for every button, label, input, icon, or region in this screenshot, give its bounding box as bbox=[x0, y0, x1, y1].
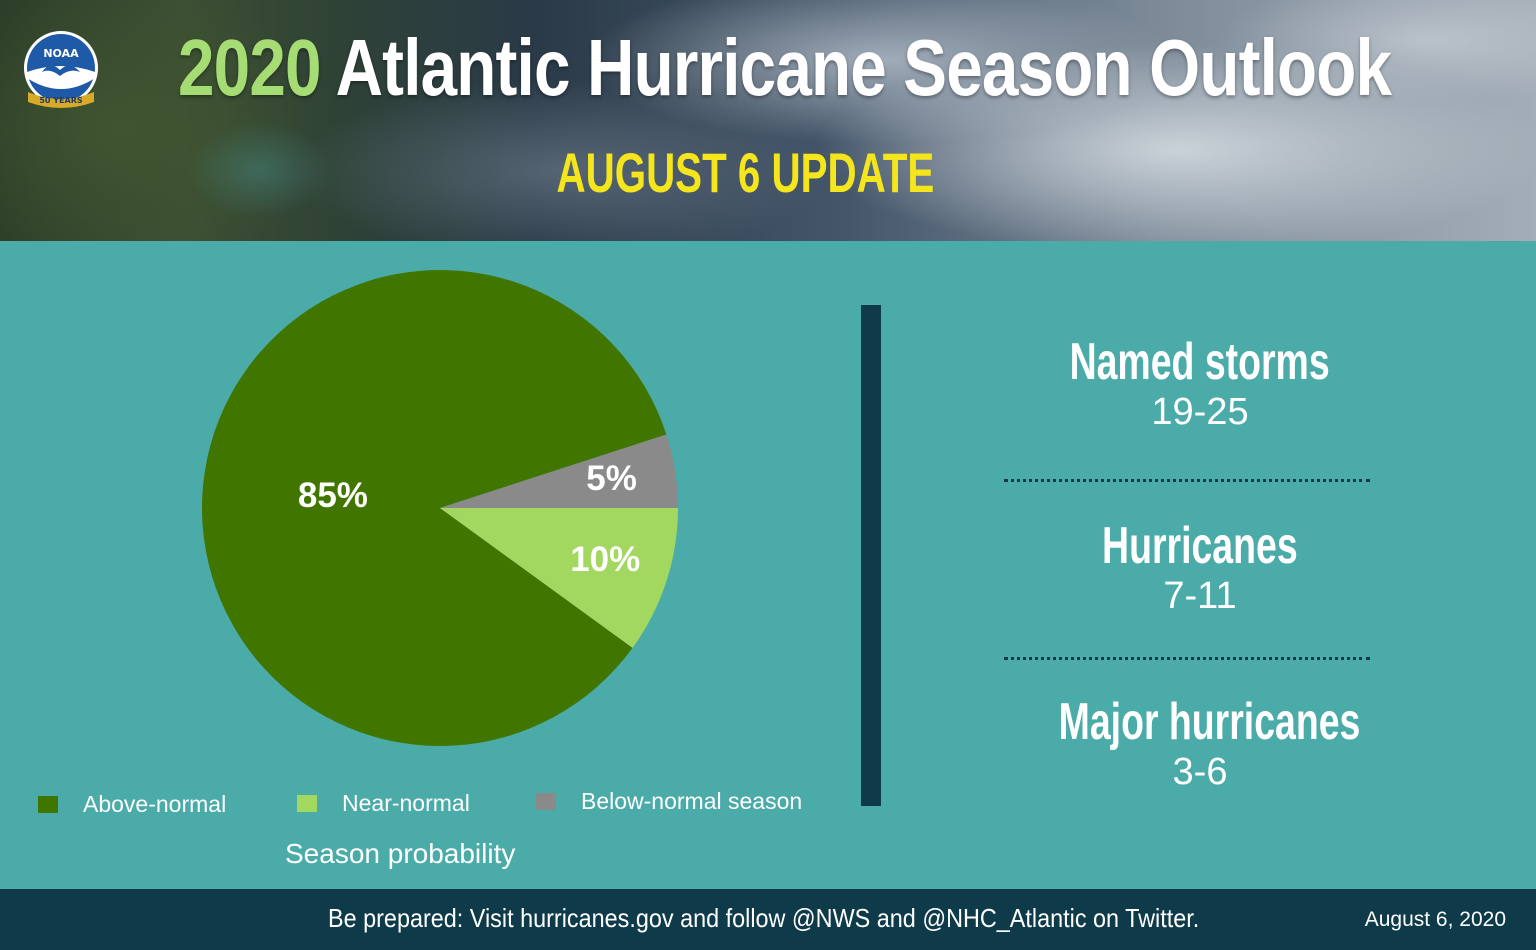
noaa-logo-text: NOAA bbox=[43, 47, 79, 60]
stat-value-major-hurricanes: 3-6 bbox=[1172, 751, 1228, 793]
legend-label-near-normal: Near-normal bbox=[342, 790, 470, 816]
legend-item-near-normal: Near-normal bbox=[297, 790, 470, 817]
pie-slice-above-normal bbox=[201, 270, 667, 746]
probability-pie-chart: 85% 10% 5% bbox=[201, 270, 678, 746]
legend-label-below-normal: Below-normal season bbox=[581, 788, 803, 814]
subtitle-text: AUGUST 6 UPDATE bbox=[556, 141, 934, 204]
legend-swatch-below-normal bbox=[536, 793, 556, 810]
stat-label-major-hurricanes: Major hurricanes bbox=[1058, 693, 1361, 751]
legend-item-below-normal: Below-normal season bbox=[536, 788, 802, 815]
title-text: Atlantic Hurricane Season Outlook bbox=[335, 23, 1392, 112]
stat-named-storms: Named storms 19-25 bbox=[1000, 332, 1400, 432]
pie-label-near-normal: 10% bbox=[570, 540, 640, 579]
header-banner: NOAA 50 YEARS 2020 Atlantic Hurricane Se… bbox=[0, 0, 1536, 241]
legend-label-above-normal: Above-normal bbox=[83, 791, 227, 817]
noaa-logo-badge: 50 YEARS bbox=[39, 96, 83, 105]
dotted-separator bbox=[1004, 657, 1370, 660]
pie-label-above-normal: 85% bbox=[298, 476, 368, 515]
pie-label-below-normal: 5% bbox=[586, 459, 637, 498]
title-year: 2020 bbox=[178, 23, 321, 112]
pie-slice-near-normal bbox=[440, 508, 678, 648]
page-title: 2020 Atlantic Hurricane Season Outlook bbox=[178, 22, 1392, 114]
stat-label-named-storms: Named storms bbox=[1069, 333, 1331, 391]
footer-bar: Be prepared: Visit hurricanes.gov and fo… bbox=[0, 889, 1536, 950]
stat-hurricanes: Hurricanes 7-11 bbox=[1000, 516, 1400, 616]
legend-swatch-above-normal bbox=[38, 796, 58, 813]
pie-slice-below-normal bbox=[440, 434, 678, 508]
footer-message: Be prepared: Visit hurricanes.gov and fo… bbox=[328, 903, 1200, 933]
stat-major-hurricanes: Major hurricanes 3-6 bbox=[1000, 692, 1400, 792]
stat-label-hurricanes: Hurricanes bbox=[1102, 517, 1298, 575]
legend-item-above-normal: Above-normal bbox=[38, 791, 226, 818]
legend-swatch-near-normal bbox=[297, 795, 317, 812]
vertical-divider bbox=[861, 305, 881, 806]
footer-date: August 6, 2020 bbox=[1364, 908, 1506, 931]
dotted-separator bbox=[1004, 479, 1370, 482]
satellite-water bbox=[160, 100, 360, 240]
stat-value-hurricanes: 7-11 bbox=[1163, 575, 1237, 617]
chart-caption: Season probability bbox=[285, 838, 516, 869]
page-subtitle: AUGUST 6 UPDATE bbox=[0, 140, 1490, 206]
stat-value-named-storms: 19-25 bbox=[1151, 391, 1249, 433]
noaa-logo-icon: NOAA 50 YEARS bbox=[24, 31, 98, 108]
